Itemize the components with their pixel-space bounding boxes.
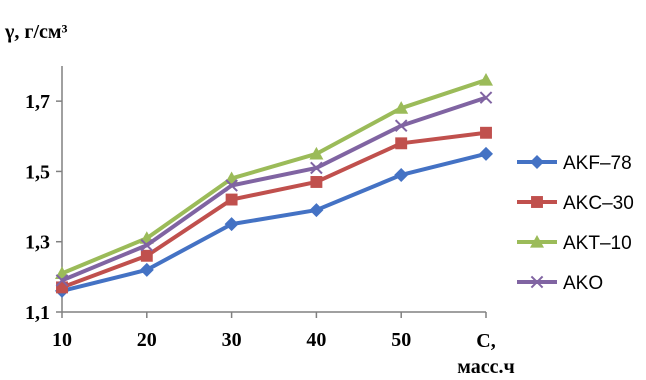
x-axis-label-line1: С, <box>476 330 495 352</box>
data-point <box>225 179 238 192</box>
data-point <box>139 262 154 277</box>
y-ticks: 1,1 1,3 1,5 1,7 <box>25 91 62 324</box>
series-2 <box>56 126 492 294</box>
x-tick-label: 50 <box>391 329 411 351</box>
data-point <box>309 203 324 218</box>
y-tick-label: 1,3 <box>25 232 50 254</box>
legend-item: AKC–30 <box>517 193 634 214</box>
legend: AKF–78 AKC–30 AKT–10 AKO <box>517 153 634 294</box>
legend-label: AKO <box>563 273 603 294</box>
data-point <box>479 146 493 161</box>
data-point <box>394 167 409 182</box>
series-line <box>61 95 487 283</box>
x-tick-label: 40 <box>306 329 326 351</box>
data-point <box>56 281 68 294</box>
data-point <box>140 238 154 252</box>
x-axis-label-line2: масс.ч <box>457 356 515 378</box>
data-point <box>55 274 69 287</box>
legend-label: AKT–10 <box>563 233 632 254</box>
legend-label: AKC–30 <box>563 193 634 214</box>
x-tick-label: 10 <box>52 329 72 351</box>
series-line <box>61 78 487 276</box>
data-point <box>140 249 153 262</box>
data-point <box>310 176 323 188</box>
x-tick-label: 20 <box>137 329 157 351</box>
data-point <box>394 101 409 114</box>
legend-item: AKF–78 <box>517 153 632 174</box>
x-ticks: 10 20 30 40 50 <box>52 312 487 351</box>
data-point <box>224 217 239 232</box>
data-point <box>309 146 324 160</box>
x-tick-label: 30 <box>222 329 242 351</box>
series-line <box>61 151 487 293</box>
y-tick-label: 1,1 <box>25 302 50 324</box>
legend-label: AKF–78 <box>563 153 632 174</box>
y-tick-label: 1,5 <box>25 161 50 183</box>
y-tick-label: 1,7 <box>25 91 50 113</box>
data-point <box>531 196 543 208</box>
series-layer <box>55 73 493 298</box>
series-line <box>61 130 487 290</box>
legend-item: AKT–10 <box>517 233 632 254</box>
series-1 <box>55 146 493 298</box>
data-point <box>480 126 492 139</box>
data-point <box>530 155 544 169</box>
data-point <box>479 73 493 86</box>
data-point <box>479 91 493 104</box>
data-point <box>395 137 408 150</box>
data-point <box>310 161 323 175</box>
data-point <box>530 275 544 289</box>
data-point <box>394 119 408 133</box>
legend-item: AKO <box>517 273 603 294</box>
data-point <box>530 235 544 248</box>
data-point <box>225 193 238 206</box>
series-4 <box>55 91 493 287</box>
y-axis-label: γ, г/см³ <box>4 21 68 43</box>
